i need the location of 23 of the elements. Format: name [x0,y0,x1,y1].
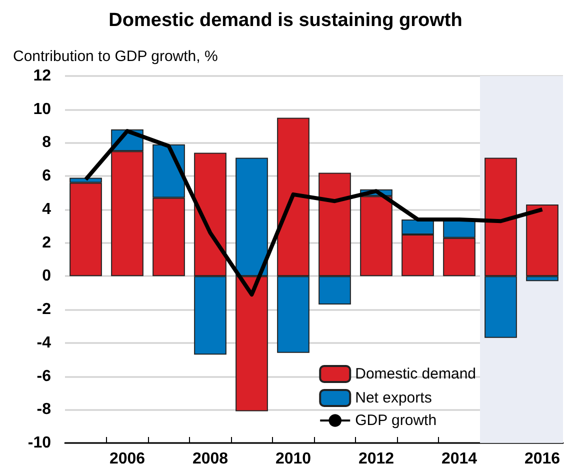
y-tick-label: -8 [36,401,52,418]
x-tick-label: 2012 [358,450,394,467]
y-axis-title: Contribution to GDP growth, % [13,48,218,65]
y-tick-label: -2 [36,301,52,318]
x-tick-label: 2010 [275,450,312,467]
y-tick-label: 6 [42,168,52,185]
x-tick-label: 2006 [109,450,146,467]
y-tick-label: 12 [33,68,52,84]
y-tick-label: -10 [28,434,52,452]
x-tick-label: 2014 [441,450,478,467]
legend-label: Domestic demand [355,366,476,382]
y-tick-label: 10 [33,100,52,118]
y-tick-label: 8 [42,134,52,152]
x-tick-label: 2016 [524,450,560,467]
y-tick-label: 0 [42,268,52,285]
x-tick-label: 2008 [192,450,228,467]
y-tick-label: -6 [36,368,52,385]
legend-label: GDP growth [355,412,437,429]
y-tick-label: 2 [42,234,52,252]
y-tick-label: -4 [36,334,52,352]
y-tick-label: 4 [42,200,52,218]
chart-title: Domestic demand is sustaining growth [108,10,462,31]
legend-label: Net exports [355,390,432,406]
